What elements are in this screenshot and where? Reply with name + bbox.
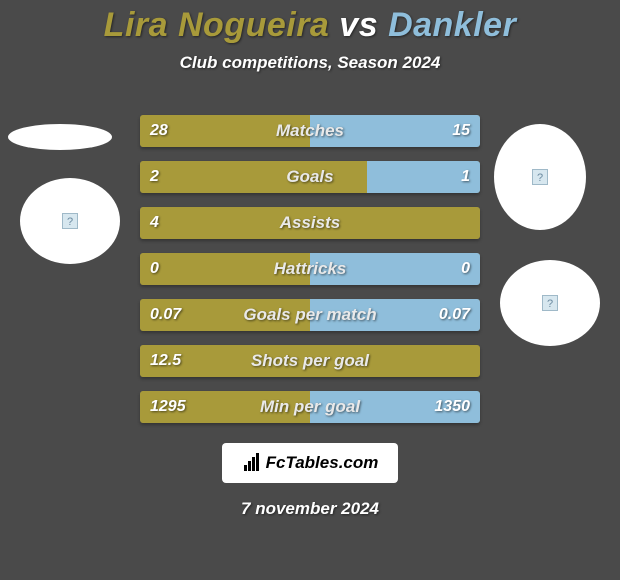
svg-text:?: ? [67,216,73,228]
stat-row: 21Goals [140,161,480,193]
title-vs: vs [339,6,378,44]
stat-row: 0.070.07Goals per match [140,299,480,331]
placeholder-icon: ? [532,169,548,185]
subtitle: Club competitions, Season 2024 [180,53,441,73]
stat-label: Hattricks [140,259,480,279]
stat-label: Min per goal [140,397,480,417]
logo-box: FcTables.com [222,443,398,483]
decor-circle-bottom-left: ? [20,178,120,264]
stat-row: 2815Matches [140,115,480,147]
stat-label: Goals [140,167,480,187]
stat-row: 4Assists [140,207,480,239]
decor-circle-top-right: ? [494,124,586,230]
stat-row: 12.5Shots per goal [140,345,480,377]
decor-circle-bottom-right: ? [500,260,600,346]
bar-chart-icon [242,453,262,473]
logo-text: FcTables.com [266,453,379,473]
stat-label: Shots per goal [140,351,480,371]
svg-text:?: ? [547,298,553,310]
title-player2: Dankler [388,6,516,44]
stat-row: 00Hattricks [140,253,480,285]
placeholder-icon: ? [542,295,558,311]
stat-label: Matches [140,121,480,141]
placeholder-icon: ? [62,213,78,229]
title-player1: Lira Nogueira [104,6,330,44]
stat-row: 12951350Min per goal [140,391,480,423]
page-title: Lira Nogueira vs Dankler [104,6,517,45]
stat-label: Goals per match [140,305,480,325]
svg-text:?: ? [537,172,543,184]
stat-label: Assists [140,213,480,233]
decor-ellipse-left [8,124,112,150]
date-label: 7 november 2024 [241,499,379,519]
comparison-rows: 2815Matches 21Goals 4Assists 00Hattricks 0.0… [140,115,480,423]
